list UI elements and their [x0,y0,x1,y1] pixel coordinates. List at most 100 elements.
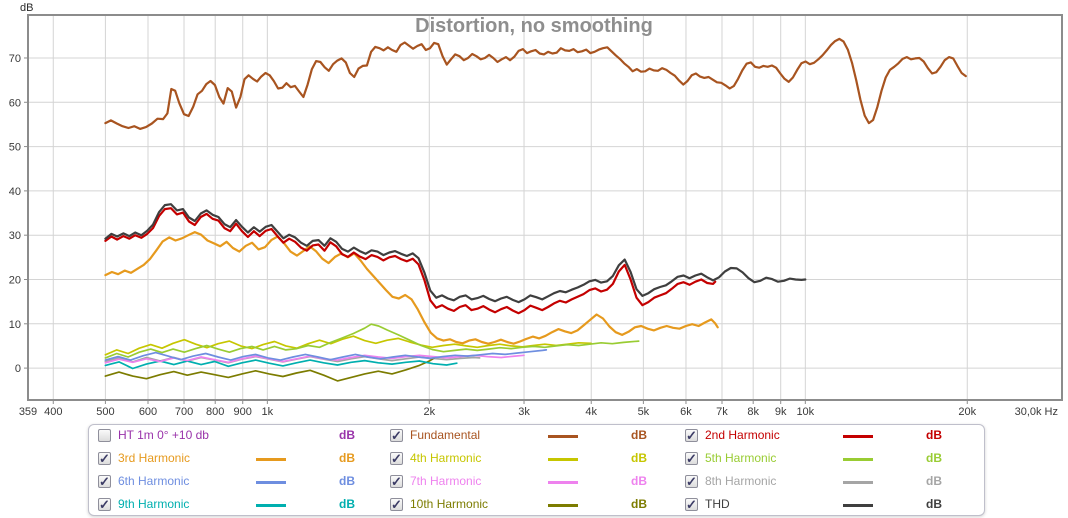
legend-unit-ht: dB [339,428,355,442]
legend-label-4th-harmonic: 4th Harmonic [410,451,482,465]
legend-item-ht: HT 1m 0° +10 db dB [89,425,381,448]
y-tick-label: 60 [9,97,21,109]
legend-unit-9th-harmonic: dB [339,497,355,511]
legend-line-sample-thd [843,504,873,507]
legend-line-sample-6th-harmonic [256,481,286,484]
legend-label-ht: HT 1m 0° +10 db [118,428,209,442]
legend-line-sample-4th-harmonic [548,458,578,461]
legend-unit-2nd-harmonic: dB [926,428,942,442]
legend-panel: HT 1m 0° +10 db dB ✓ Fundamental dB ✓ 2nd Harm… [88,424,985,516]
legend-label-2nd-harmonic: 2nd Harmonic [705,428,780,442]
checkbox-6th-harmonic[interactable]: ✓ [98,474,111,489]
x-tick-label: 9k [775,406,787,418]
x-tick-label: 6k [680,406,692,418]
legend-label-6th-harmonic: 6th Harmonic [118,474,190,488]
x-tick-label: 700 [175,406,193,418]
x-tick-label: 20k [958,406,976,418]
x-tick-label: 3k [518,406,530,418]
legend-item-5th-harmonic: ✓ 5th Harmonic dB [676,448,984,471]
legend-label-5th-harmonic: 5th Harmonic [705,451,777,465]
x-tick-label: 359 [19,406,37,418]
legend-line-sample-9th-harmonic [256,504,286,507]
x-tick-label: 10k [796,406,814,418]
y-axis-unit-label: dB [20,2,34,14]
x-tick-label: 900 [234,406,252,418]
checkbox-fundamental[interactable]: ✓ [390,428,403,443]
legend-line-sample-5th-harmonic [843,458,873,461]
series-thd [104,203,807,304]
checkbox-9th-harmonic[interactable]: ✓ [98,497,111,512]
legend-item-fundamental: ✓ Fundamental dB [381,425,676,448]
series-5th-harmonic [104,323,640,359]
legend-item-4th-harmonic: ✓ 4th Harmonic dB [381,448,676,471]
legend-item-8th-harmonic: ✓ 8th Harmonic dB [676,471,984,494]
legend-line-sample-fundamental [548,435,578,438]
series-fundamental [104,37,967,130]
legend-unit-4th-harmonic: dB [631,451,647,465]
legend-unit-fundamental: dB [631,428,647,442]
x-tick-label: 2k [423,406,435,418]
checkbox-ht[interactable] [98,429,111,442]
x-tick-label: 5k [638,406,650,418]
legend-unit-6th-harmonic: dB [339,474,355,488]
x-tick-label: 600 [139,406,157,418]
y-tick-label: 50 [9,142,21,154]
series-3rd-harmonic [104,231,719,345]
y-tick-label: 40 [9,186,21,198]
x-tick-label: 7k [716,406,728,418]
y-tick-label: 70 [9,53,21,65]
legend-unit-3rd-harmonic: dB [339,451,355,465]
y-tick-label: 10 [9,319,21,331]
x-tick-label: 4k [585,406,597,418]
checkbox-4th-harmonic[interactable]: ✓ [390,451,403,466]
legend-label-thd: THD [705,497,730,511]
checkbox-7th-harmonic[interactable]: ✓ [390,474,403,489]
x-tick-label: 1k [262,406,274,418]
x-tick-label: 400 [44,406,62,418]
legend-item-2nd-harmonic: ✓ 2nd Harmonic dB [676,425,984,448]
legend-item-9th-harmonic: ✓ 9th Harmonic dB [89,494,381,517]
distortion-chart: 0 10 20 30 40 50 60 70 359 400 500 600 700 800 900 1k 2k… [9,14,1063,418]
legend-unit-7th-harmonic: dB [631,474,647,488]
legend-unit-5th-harmonic: dB [926,451,942,465]
legend-unit-8th-harmonic: dB [926,474,942,488]
legend-item-3rd-harmonic: ✓ 3rd Harmonic dB [89,448,381,471]
legend-label-7th-harmonic: 7th Harmonic [410,474,482,488]
legend-line-sample-10th-harmonic [548,504,578,507]
series-2nd-harmonic [104,207,717,315]
legend-label-3rd-harmonic: 3rd Harmonic [118,451,191,465]
legend-line-sample-7th-harmonic [548,481,578,484]
legend-item-10th-harmonic: ✓ 10th Harmonic dB [381,494,676,517]
y-tick-label: 0 [15,363,21,375]
series-4th-harmonic [104,335,593,356]
series-6th-harmonic [104,349,548,361]
checkbox-5th-harmonic[interactable]: ✓ [685,451,698,466]
legend-label-10th-harmonic: 10th Harmonic [410,497,489,511]
legend-line-sample-8th-harmonic [843,481,873,484]
gridlines: 0 10 20 30 40 50 60 70 359 400 500 600 700 800 900 1k 2k… [9,15,1062,418]
checkbox-8th-harmonic[interactable]: ✓ [685,474,698,489]
legend-item-7th-harmonic: ✓ 7th Harmonic dB [381,471,676,494]
series-group [104,37,967,382]
checkbox-3rd-harmonic[interactable]: ✓ [98,451,111,466]
legend-unit-10th-harmonic: dB [631,497,647,511]
legend-line-sample-3rd-harmonic [256,458,286,461]
legend-item-6th-harmonic: ✓ 6th Harmonic dB [89,471,381,494]
x-tick-label: 800 [206,406,224,418]
legend-label-fundamental: Fundamental [410,428,481,442]
y-tick-label: 20 [9,274,21,286]
legend-unit-thd: dB [926,497,942,511]
plot-area[interactable] [27,14,1063,401]
legend-label-9th-harmonic: 9th Harmonic [118,497,190,511]
y-tick-label: 30 [9,230,21,242]
legend-label-8th-harmonic: 8th Harmonic [705,474,777,488]
x-tick-label: 500 [96,406,114,418]
checkbox-2nd-harmonic[interactable]: ✓ [685,428,698,443]
series-9th-harmonic [104,359,458,370]
legend-line-sample-2nd-harmonic [843,435,873,438]
series-10th-harmonic [104,356,436,382]
x-tick-label: 8k [747,406,759,418]
checkbox-thd[interactable]: ✓ [685,497,698,512]
checkbox-10th-harmonic[interactable]: ✓ [390,497,403,512]
legend-item-thd: ✓ THD dB [676,494,984,517]
